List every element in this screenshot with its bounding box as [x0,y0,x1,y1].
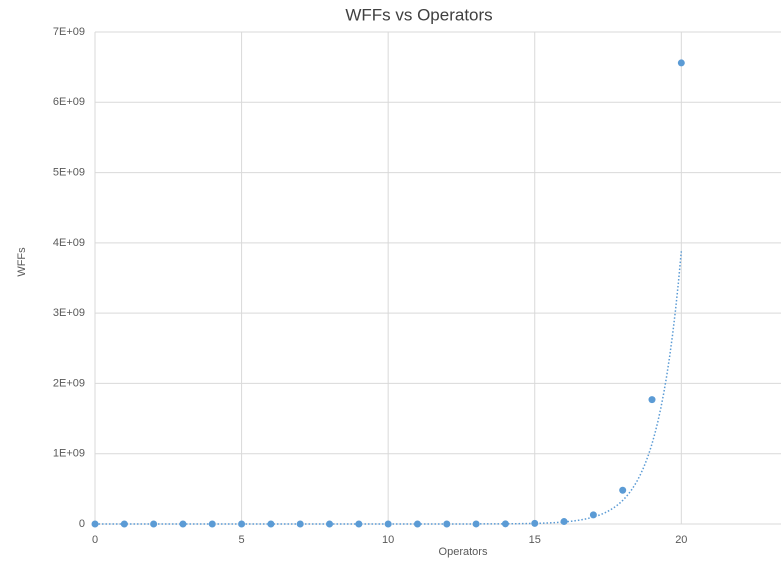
data-point [208,520,216,528]
data-point [501,520,509,528]
x-axis-label: Operators [439,546,488,558]
y-tick-label: 1E+09 [53,448,85,460]
chart-title: WFFs vs Operators [345,5,492,24]
y-tick-label: 3E+09 [53,307,85,319]
data-point [619,486,627,494]
x-tick-label: 5 [239,534,245,546]
data-point [120,520,128,528]
data-point [384,520,392,528]
x-tick-label: 10 [382,534,394,546]
data-point [179,520,187,528]
data-point [443,520,451,528]
x-tick-label: 15 [529,534,541,546]
y-tick-label: 5E+09 [53,166,85,178]
y-tick-label: 6E+09 [53,96,85,108]
data-point [91,520,99,528]
data-point [413,520,421,528]
data-point [648,396,656,404]
y-tick-label: 4E+09 [53,237,85,249]
data-point [296,520,304,528]
data-point [560,518,568,526]
x-tick-label: 0 [92,534,98,546]
y-tick-label: 0 [79,518,85,530]
data-point [531,519,539,527]
data-point [677,59,685,67]
data-point [150,520,158,528]
data-point [355,520,363,528]
data-point [472,520,480,528]
data-point [238,520,246,528]
data-point [326,520,334,528]
y-tick-label: 2E+09 [53,377,85,389]
x-tick-label: 20 [675,534,687,546]
y-axis-label: WFFs [16,247,28,277]
data-point [589,511,597,519]
data-point [267,520,275,528]
y-tick-label: 7E+09 [53,26,85,38]
